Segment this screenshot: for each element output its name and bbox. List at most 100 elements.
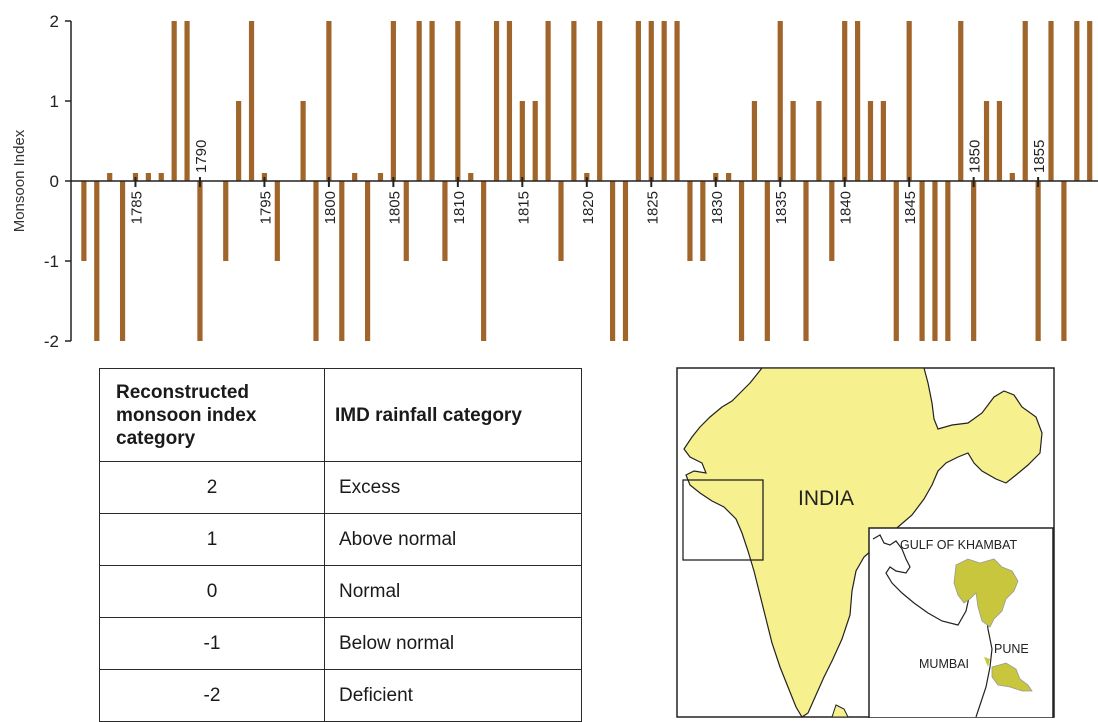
- y-tick-label: 0: [50, 172, 59, 191]
- category-cell: Below normal: [324, 617, 582, 670]
- x-tick-label: 1795: [257, 191, 274, 224]
- bar: [609, 181, 616, 341]
- category-legend-table: Reconstructed monsoon index category IMD…: [99, 368, 582, 722]
- bar: [700, 181, 706, 261]
- pune-region-shape: [991, 662, 1033, 692]
- bar: [248, 21, 255, 181]
- x-tick-label: 1820: [580, 191, 597, 224]
- gujarat-region-shape: [953, 558, 1019, 628]
- bar: [390, 21, 396, 181]
- bar-series: [81, 21, 1093, 341]
- monsoon-index-chart: 2 1 0 -1 -2 1785 1790 1795 1800 1805 1810 1815 1820…: [11, 12, 1098, 351]
- table-row: -2 Deficient: [99, 669, 582, 722]
- bar: [377, 173, 384, 181]
- bar: [1087, 21, 1093, 181]
- x-tick-label: 1835: [773, 191, 790, 224]
- y-tick-label: -2: [44, 332, 59, 351]
- header-imd-category: IMD rainfall category: [324, 368, 582, 462]
- bar: [764, 181, 770, 341]
- bar: [300, 101, 306, 181]
- bar: [726, 173, 732, 181]
- x-tick-label: 1855: [1031, 140, 1048, 173]
- x-tick-label: 1860: [1096, 191, 1098, 224]
- x-tick-label: 1825: [644, 191, 661, 224]
- bar: [597, 21, 603, 181]
- x-tick-label: 1810: [451, 191, 468, 224]
- bar: [1048, 21, 1054, 181]
- x-axis: 1785 1790 1795 1800 1805 1810 1815 1820 1825 1830…: [71, 140, 1098, 224]
- bar: [352, 173, 358, 181]
- table-row: -1 Below normal: [99, 617, 582, 670]
- bar: [442, 181, 448, 261]
- bar: [971, 181, 977, 341]
- bar: [429, 21, 435, 181]
- india-landmass: [683, 368, 1043, 718]
- x-tick-label: 1785: [128, 191, 145, 224]
- bar: [1022, 21, 1028, 181]
- bar: [622, 181, 629, 341]
- bar: [94, 181, 100, 341]
- bar: [983, 101, 990, 181]
- bar: [519, 101, 525, 181]
- x-tick-label: 1815: [515, 191, 532, 224]
- y-axis: 2 1 0 -1 -2: [44, 12, 72, 351]
- bar: [532, 101, 538, 181]
- bar: [842, 21, 848, 181]
- category-cell: Above normal: [324, 513, 582, 566]
- x-tick-label: 1830: [709, 191, 726, 224]
- bar: [790, 101, 796, 181]
- bar: [816, 101, 822, 181]
- x-tick-label: 1805: [386, 191, 403, 224]
- bar: [274, 181, 280, 261]
- bar: [171, 21, 177, 181]
- bar: [416, 21, 422, 181]
- bar: [880, 101, 886, 181]
- bar: [506, 21, 513, 181]
- x-tick-label: 1850: [967, 140, 984, 173]
- bar: [738, 181, 745, 341]
- country-label: INDIA: [798, 487, 854, 510]
- bar: [558, 181, 564, 261]
- bar: [223, 181, 229, 261]
- inset-coastline: [872, 534, 993, 718]
- bar: [932, 181, 938, 341]
- mumbai-marker: [984, 657, 990, 667]
- bar: [1074, 21, 1080, 181]
- gulf-label: GULF OF KHAMBAT: [900, 538, 1018, 552]
- bar: [1035, 181, 1041, 341]
- header-reconstructed-index: Reconstructed monsoon index category: [99, 368, 325, 462]
- bar: [674, 21, 680, 181]
- bar: [493, 21, 500, 181]
- bar: [339, 181, 345, 341]
- bar: [468, 173, 474, 181]
- bar: [906, 21, 912, 181]
- sri-lanka-coast: [831, 704, 849, 718]
- index-cell: 0: [99, 565, 325, 618]
- index-cell: -2: [99, 669, 325, 722]
- bar: [197, 181, 203, 341]
- x-tick-label: 1840: [838, 191, 855, 224]
- bar: [648, 21, 654, 181]
- bar: [236, 101, 242, 181]
- bar: [803, 181, 809, 341]
- x-tick-label: 1845: [902, 191, 919, 224]
- bar: [829, 181, 835, 261]
- index-cell: 2: [99, 461, 325, 514]
- bar: [777, 21, 783, 181]
- category-cell: Excess: [324, 461, 582, 514]
- bar: [481, 181, 487, 341]
- bar: [867, 101, 874, 181]
- bar: [364, 181, 371, 341]
- bar: [687, 181, 693, 261]
- x-tick-label: 1790: [193, 140, 210, 173]
- bar: [1061, 181, 1067, 341]
- x-tick-label: 1800: [322, 191, 339, 224]
- bar: [893, 181, 899, 341]
- y-tick-label: 1: [50, 92, 59, 111]
- bar: [145, 173, 151, 181]
- bar: [403, 181, 409, 261]
- y-tick-label: -1: [44, 252, 59, 271]
- mumbai-label: MUMBAI: [919, 657, 969, 671]
- category-cell: Normal: [324, 565, 582, 618]
- index-cell: 1: [99, 513, 325, 566]
